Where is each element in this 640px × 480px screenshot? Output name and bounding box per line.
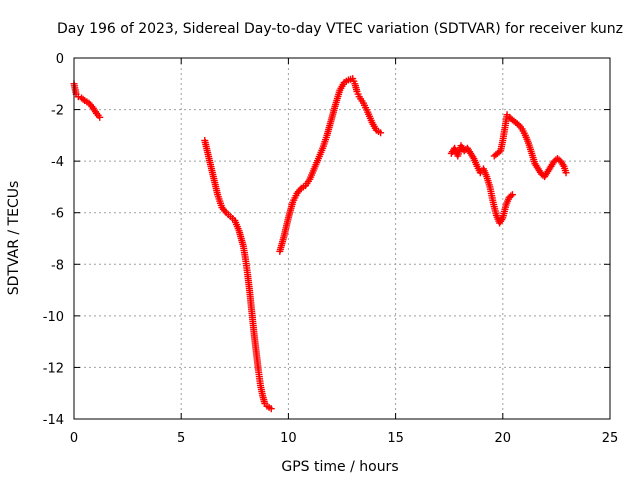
plot-frame: [73, 57, 611, 420]
data-point: [562, 169, 570, 177]
data-points: [70, 75, 570, 413]
data-point: [267, 405, 275, 413]
y-axis-label: SDTVAR / TECUs: [6, 181, 22, 296]
x-tick-label: 20: [495, 431, 512, 446]
data-point-interp: [513, 120, 521, 128]
grid: [74, 58, 610, 419]
data-point: [96, 113, 104, 121]
data-point-interp: [79, 95, 87, 103]
axis-ticks: 0 5 10 15 20 25 0 -2 -4 -6 -8 -10 -12 -14: [43, 52, 619, 446]
data-point-interp: [507, 192, 515, 200]
data-point: [377, 129, 385, 137]
y-tick-label: 0: [56, 52, 64, 67]
x-tick-label: 25: [602, 431, 619, 446]
x-axis-label: GPS time / hours: [281, 459, 398, 475]
data-point: [508, 191, 516, 199]
y-tick-label: -6: [51, 207, 64, 222]
chart-title: Day 196 of 2023, Sidereal Day-to-day VTE…: [57, 21, 623, 37]
y-tick-label: -2: [51, 104, 64, 119]
x-tick-label: 10: [280, 431, 297, 446]
y-tick-label: -12: [43, 361, 64, 376]
x-tick-label: 5: [177, 431, 185, 446]
y-tick-label: -14: [43, 413, 64, 428]
data-point: [74, 93, 82, 101]
y-tick-label: -10: [43, 310, 64, 325]
x-tick-label: 15: [387, 431, 404, 446]
x-tick-label: 0: [70, 431, 78, 446]
y-tick-label: -4: [51, 155, 64, 170]
y-tick-label: -8: [51, 258, 64, 273]
